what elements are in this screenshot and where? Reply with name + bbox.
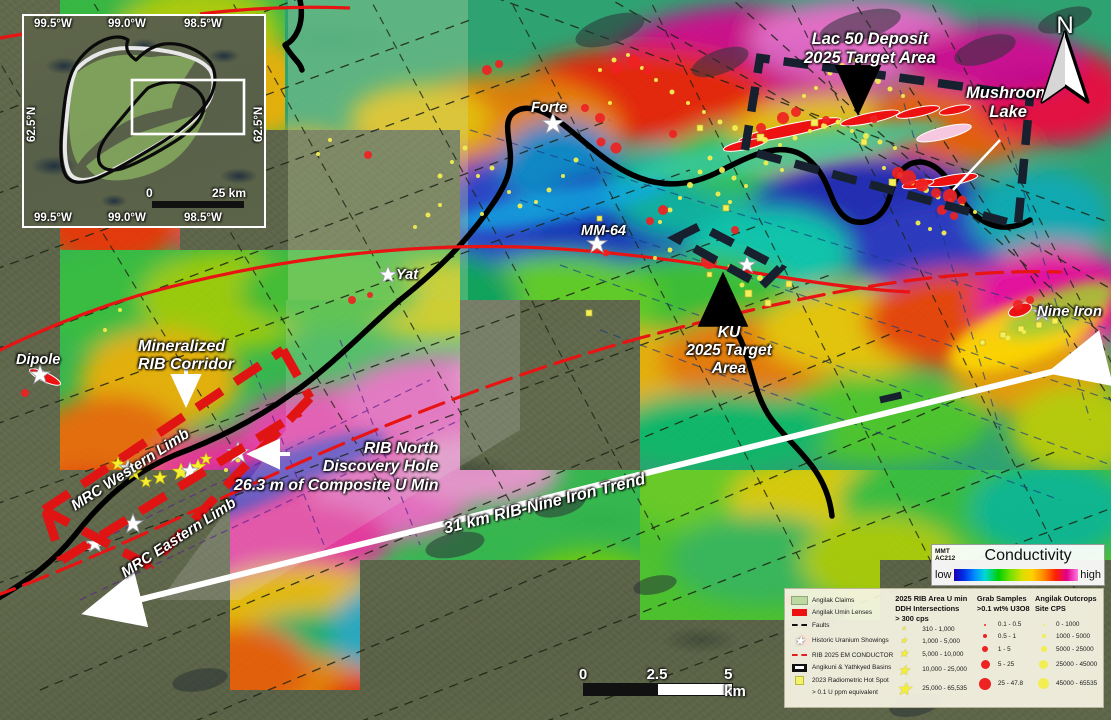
scale-tick-1: 2.5 xyxy=(646,666,668,683)
inset-scalebar: 0 25 km xyxy=(146,186,246,208)
north-arrow-glyph xyxy=(1040,30,1090,104)
grab-class-row: 1 - 5 xyxy=(977,642,1033,656)
hot-spot-square-icon xyxy=(791,675,808,685)
inset-view-extent xyxy=(130,78,246,136)
inset-scale-min: 0 xyxy=(146,186,153,200)
inset-lon-top-3: 98.5°W xyxy=(184,18,222,30)
map-legend-panel: Angilak Claims Angilak Umin Lenses Fault… xyxy=(784,588,1104,708)
grab-dot-icon xyxy=(977,623,994,626)
inset-lon-bottom-3: 98.5°W xyxy=(184,212,222,224)
legend-column-outcrops: Angilak Outcrops Site CPS 0 - 1000 1000 … xyxy=(1035,594,1097,702)
ddh-heading-1: 2025 RIB Area U min xyxy=(895,594,968,603)
ddh-class-row: ★ 10,000 - 25,000 xyxy=(895,661,975,678)
inset-locator-map[interactable]: 99.5°W 99.0°W 98.5°W 99.5°W 99.0°W 98.5°… xyxy=(22,14,266,228)
legend-item-faults: Faults xyxy=(791,619,893,632)
outcrop-class-row: 5000 - 25000 xyxy=(1035,642,1097,656)
conductivity-color-ramp xyxy=(953,569,1079,581)
rib-nine-iron-trend-line xyxy=(81,330,1111,628)
ddh-class-row: ★ 25,000 - 65,535 xyxy=(895,678,967,699)
ddh-class-row: ★ 5,000 - 10,000 xyxy=(895,647,975,661)
inset-lat-left: 62.5°N xyxy=(26,106,38,142)
legend-item-basins: Angikuni & Yathkyed Basins xyxy=(791,661,893,674)
grab-dot-icon xyxy=(977,634,994,638)
inset-lon-top-1: 99.5°W xyxy=(34,18,72,30)
white-star-icon: ★ xyxy=(793,632,806,648)
scale-bar-graphic xyxy=(583,683,733,696)
conductivity-low-label: low xyxy=(935,569,952,581)
em-conductor-line-icon xyxy=(791,654,808,657)
legend-item-u-ppm-note: > 0.1 U ppm equivalent xyxy=(812,689,878,697)
inset-lon-bottom-1: 99.5°W xyxy=(34,212,72,224)
inset-lat-right: 62.5°N xyxy=(253,106,265,142)
scale-bar-ticks: 0 2.5 5 km xyxy=(579,666,746,700)
grab-class-row: 5 - 25 xyxy=(977,656,1033,673)
grab-heading-2: >0.1 wt% U3O8 xyxy=(976,604,1030,613)
ddh-heading-3: > 300 cps xyxy=(895,614,929,623)
north-arrow: N xyxy=(1030,12,1100,114)
grab-dot-icon xyxy=(977,646,994,652)
conductivity-high-label: high xyxy=(1080,569,1101,581)
legend-column-ddh: 2025 RIB Area U min DDH Intersections > … xyxy=(895,594,975,702)
scale-bar: 0 2.5 5 km xyxy=(579,666,746,700)
outcrop-class-row: 0 - 1000 xyxy=(1035,619,1097,630)
legend-column-symbols: Angilak Claims Angilak Umin Lenses Fault… xyxy=(791,594,893,702)
grab-dot-icon xyxy=(977,660,994,669)
grab-dot-icon xyxy=(977,677,994,690)
legend-item-em-conductor: RIB 2025 EM CONDUCTOR xyxy=(791,649,893,662)
ku-target-box xyxy=(666,221,788,292)
legend-item-angilak-claims: Angilak Claims xyxy=(791,594,893,607)
ddh-star-icon: ★ xyxy=(898,647,909,660)
outcrop-class-row: 1000 - 5000 xyxy=(1035,630,1097,642)
legend-item-radiometric-hot-spot: 2023 Radiometric Hot Spot xyxy=(791,674,893,687)
grab-heading-1: Grab Samples xyxy=(976,594,1027,603)
outcrop-dot-icon xyxy=(1035,678,1052,689)
ddh-star-icon: ★ xyxy=(897,661,910,678)
ddh-star-icon: ★ xyxy=(901,626,906,632)
scale-tick-0: 0 xyxy=(578,666,588,683)
grab-class-row: 0.5 - 1 xyxy=(977,630,1033,642)
inset-lon-top-2: 99.0°W xyxy=(108,18,146,30)
claims-swatch-icon xyxy=(791,595,808,605)
outcrop-dot-icon xyxy=(1035,623,1052,626)
inset-scale-max: 25 km xyxy=(211,186,246,200)
legend-item-historic-showings: ★ Historic Uranium Showings xyxy=(791,632,893,649)
grab-samples xyxy=(21,55,1034,646)
scale-tick-2: 5 km xyxy=(724,666,746,700)
legend-column-grab-samples: Grab Samples >0.1 wt% U3O8 0.1 - 0.5 0.5… xyxy=(977,594,1033,702)
outcrop-dot-icon xyxy=(1035,646,1052,652)
outcrop-dot-icon xyxy=(1035,660,1052,669)
fault-line-icon xyxy=(791,624,808,627)
ddh-star-icon: ★ xyxy=(900,636,908,645)
conductivity-legend: MMT AC212 Conductivity low high xyxy=(931,544,1105,586)
ddh-heading-2: DDH Intersections xyxy=(895,604,960,613)
basin-band-icon xyxy=(791,663,808,672)
grab-class-row: 25 - 47.8 xyxy=(977,673,1033,694)
outcrop-class-row: 45000 - 65535 xyxy=(1035,673,1097,694)
umin-swatch-icon xyxy=(791,609,808,617)
outcrop-class-row: 25000 - 45000 xyxy=(1035,656,1097,673)
ddh-star-icon: ★ xyxy=(895,678,912,699)
ddh-class-row: ★ 310 - 1,000 xyxy=(895,624,975,635)
outcrops-heading-1: Angilak Outcrops xyxy=(1035,594,1097,603)
ddh-class-row: ★ 1,000 - 5,000 xyxy=(895,635,975,647)
conductivity-legend-title: Conductivity xyxy=(984,547,1072,564)
mushroom-lake-leader xyxy=(952,139,1001,191)
legend-item-umin-lenses: Angilak Umin Lenses xyxy=(791,607,893,620)
north-label: N xyxy=(1056,12,1074,39)
lac-50-target-box xyxy=(740,53,1035,231)
inset-lon-bottom-2: 99.0°W xyxy=(108,212,146,224)
inset-vector-layer xyxy=(59,35,246,184)
conductivity-source: MMT AC212 xyxy=(935,548,956,562)
outcrops-heading-2: Site CPS xyxy=(1035,604,1066,613)
outcrop-dot-icon xyxy=(1035,634,1052,638)
grab-class-row: 0.1 - 0.5 xyxy=(977,619,1033,630)
